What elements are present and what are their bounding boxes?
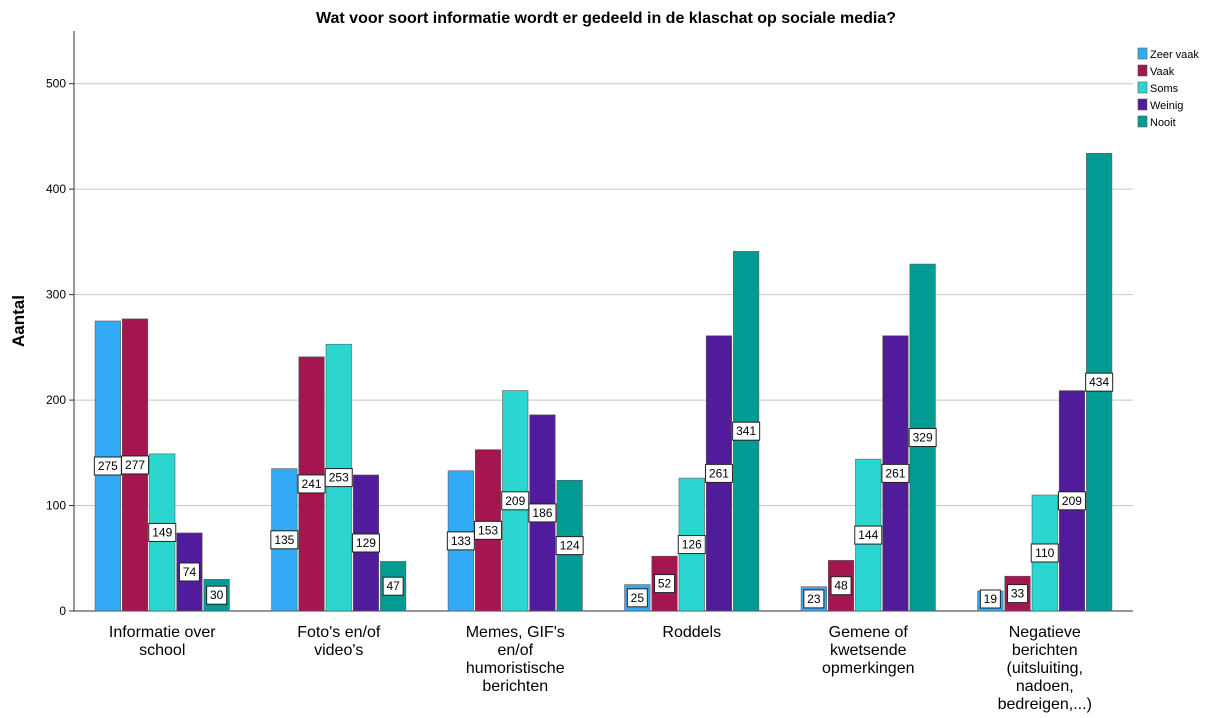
chart-title: Wat voor soort informatie wordt er gedee… xyxy=(316,10,896,27)
data-label-5-1: 33 xyxy=(1011,587,1025,601)
x-tick-label-5-3: nadoen, xyxy=(1016,678,1074,695)
data-label-box-0-4 xyxy=(206,585,228,605)
data-label-box-5-4 xyxy=(1085,372,1114,392)
data-label-1-1: 241 xyxy=(302,477,322,491)
x-tick-label-4-1: kwetsende xyxy=(830,642,907,659)
x-tick-label-5-2: (uitsluiting, xyxy=(1007,660,1083,677)
data-label-4-1: 48 xyxy=(834,579,848,593)
data-label-box-4-2 xyxy=(854,525,883,545)
data-label-box-5-1 xyxy=(1007,584,1029,604)
data-label-4-3: 261 xyxy=(885,466,905,480)
y-tick-label-3: 300 xyxy=(46,288,66,302)
data-label-5-2: 110 xyxy=(1035,546,1054,560)
data-label-box-5-2 xyxy=(1030,543,1059,563)
data-label-box-1-4 xyxy=(382,576,404,596)
y-tick-label-2: 200 xyxy=(46,393,66,407)
data-label-box-0-1 xyxy=(121,455,150,475)
y-tick-label-1: 100 xyxy=(46,499,66,513)
data-label-box-2-4 xyxy=(555,536,584,556)
data-label-0-1: 277 xyxy=(125,458,145,472)
x-tick-label-4-2: opmerkingen xyxy=(822,660,915,677)
data-label-4-0: 23 xyxy=(807,592,821,606)
data-label-3-4: 341 xyxy=(736,424,756,438)
data-label-4-4: 329 xyxy=(913,431,933,445)
data-label-box-4-0 xyxy=(803,589,825,609)
data-label-box-3-0 xyxy=(626,588,648,608)
x-tick-label-5-4: bedreigen,...) xyxy=(998,696,1092,713)
y-axis-label: Aantal xyxy=(9,295,28,347)
data-label-box-4-4 xyxy=(908,428,937,448)
data-label-0-0: 275 xyxy=(98,459,118,473)
data-label-5-4: 434 xyxy=(1089,375,1109,389)
data-label-1-0: 135 xyxy=(274,533,294,547)
x-tick-label-5-0: Negatieve xyxy=(1009,624,1081,641)
legend-swatch-0 xyxy=(1137,47,1148,60)
data-label-3-0: 25 xyxy=(631,591,645,605)
y-tick-label-0: 0 xyxy=(59,604,66,618)
x-tick-label-2-3: berichten xyxy=(482,678,548,695)
legend-swatch-1 xyxy=(1137,64,1148,77)
data-label-1-3: 129 xyxy=(356,536,376,550)
data-label-box-2-0 xyxy=(446,531,475,551)
data-label-box-3-4 xyxy=(732,421,761,441)
legend-swatch-3 xyxy=(1137,98,1148,111)
data-label-2-0: 133 xyxy=(451,534,471,548)
data-label-box-1-2 xyxy=(324,468,353,488)
x-tick-label-1-1: video's xyxy=(314,642,363,659)
data-label-box-0-2 xyxy=(148,522,177,542)
data-label-3-2: 126 xyxy=(682,538,702,552)
data-label-2-4: 124 xyxy=(560,539,580,553)
x-tick-label-1-0: Foto's en/of xyxy=(297,624,381,641)
data-label-box-2-2 xyxy=(501,491,530,511)
legend-swatch-4 xyxy=(1137,115,1148,128)
legend-label-4: Nooit xyxy=(1150,117,1176,129)
x-tick-label-4-0: Gemene of xyxy=(829,624,909,641)
legend-label-3: Weinig xyxy=(1150,100,1183,112)
data-label-box-1-3 xyxy=(351,533,380,553)
data-label-box-5-3 xyxy=(1057,491,1086,511)
y-tick-label-4: 400 xyxy=(46,182,66,196)
x-tick-label-3-0: Roddels xyxy=(662,624,721,641)
data-label-box-5-0 xyxy=(979,589,1001,609)
legend-label-2: Soms xyxy=(1150,83,1179,95)
data-label-0-4: 30 xyxy=(210,588,224,602)
x-tick-label-5-1: berichten xyxy=(1012,642,1078,659)
data-label-box-2-1 xyxy=(474,520,503,540)
data-label-box-4-3 xyxy=(881,463,910,483)
legend-label-1: Vaak xyxy=(1150,66,1175,78)
legend-label-0: Zeer vaak xyxy=(1150,49,1199,61)
data-label-2-3: 186 xyxy=(532,506,552,520)
legend-swatch-2 xyxy=(1137,81,1148,94)
x-tick-label-2-0: Memes, GIF's xyxy=(466,624,565,641)
data-label-box-2-3 xyxy=(528,503,557,523)
data-label-2-1: 153 xyxy=(478,523,498,537)
data-label-1-2: 253 xyxy=(329,471,349,485)
data-label-box-1-0 xyxy=(270,530,299,550)
data-label-5-3: 209 xyxy=(1062,494,1082,508)
data-label-4-2: 144 xyxy=(858,528,878,542)
data-label-box-3-1 xyxy=(654,574,676,594)
x-tick-label-0-0: Informatie over xyxy=(109,624,216,641)
data-label-3-3: 261 xyxy=(709,466,729,480)
data-label-box-0-3 xyxy=(178,562,200,582)
x-tick-label-0-1: school xyxy=(139,642,185,659)
data-label-1-4: 47 xyxy=(386,579,400,593)
x-tick-label-2-2: humoristische xyxy=(466,660,565,677)
data-label-box-3-3 xyxy=(704,463,733,483)
data-label-5-0: 19 xyxy=(984,592,998,606)
data-label-0-2: 149 xyxy=(152,525,172,539)
x-tick-label-2-1: en/of xyxy=(497,642,533,659)
data-label-box-4-1 xyxy=(830,576,852,596)
data-label-2-2: 209 xyxy=(505,494,525,508)
y-tick-label-5: 500 xyxy=(46,77,66,91)
data-label-3-1: 52 xyxy=(658,577,672,591)
data-label-0-3: 74 xyxy=(183,565,197,579)
data-label-box-3-2 xyxy=(677,535,706,555)
